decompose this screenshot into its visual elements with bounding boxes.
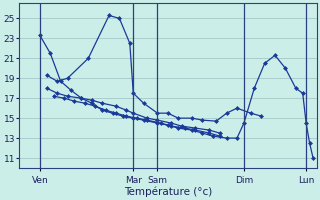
X-axis label: Température (°c): Température (°c) bbox=[124, 186, 212, 197]
